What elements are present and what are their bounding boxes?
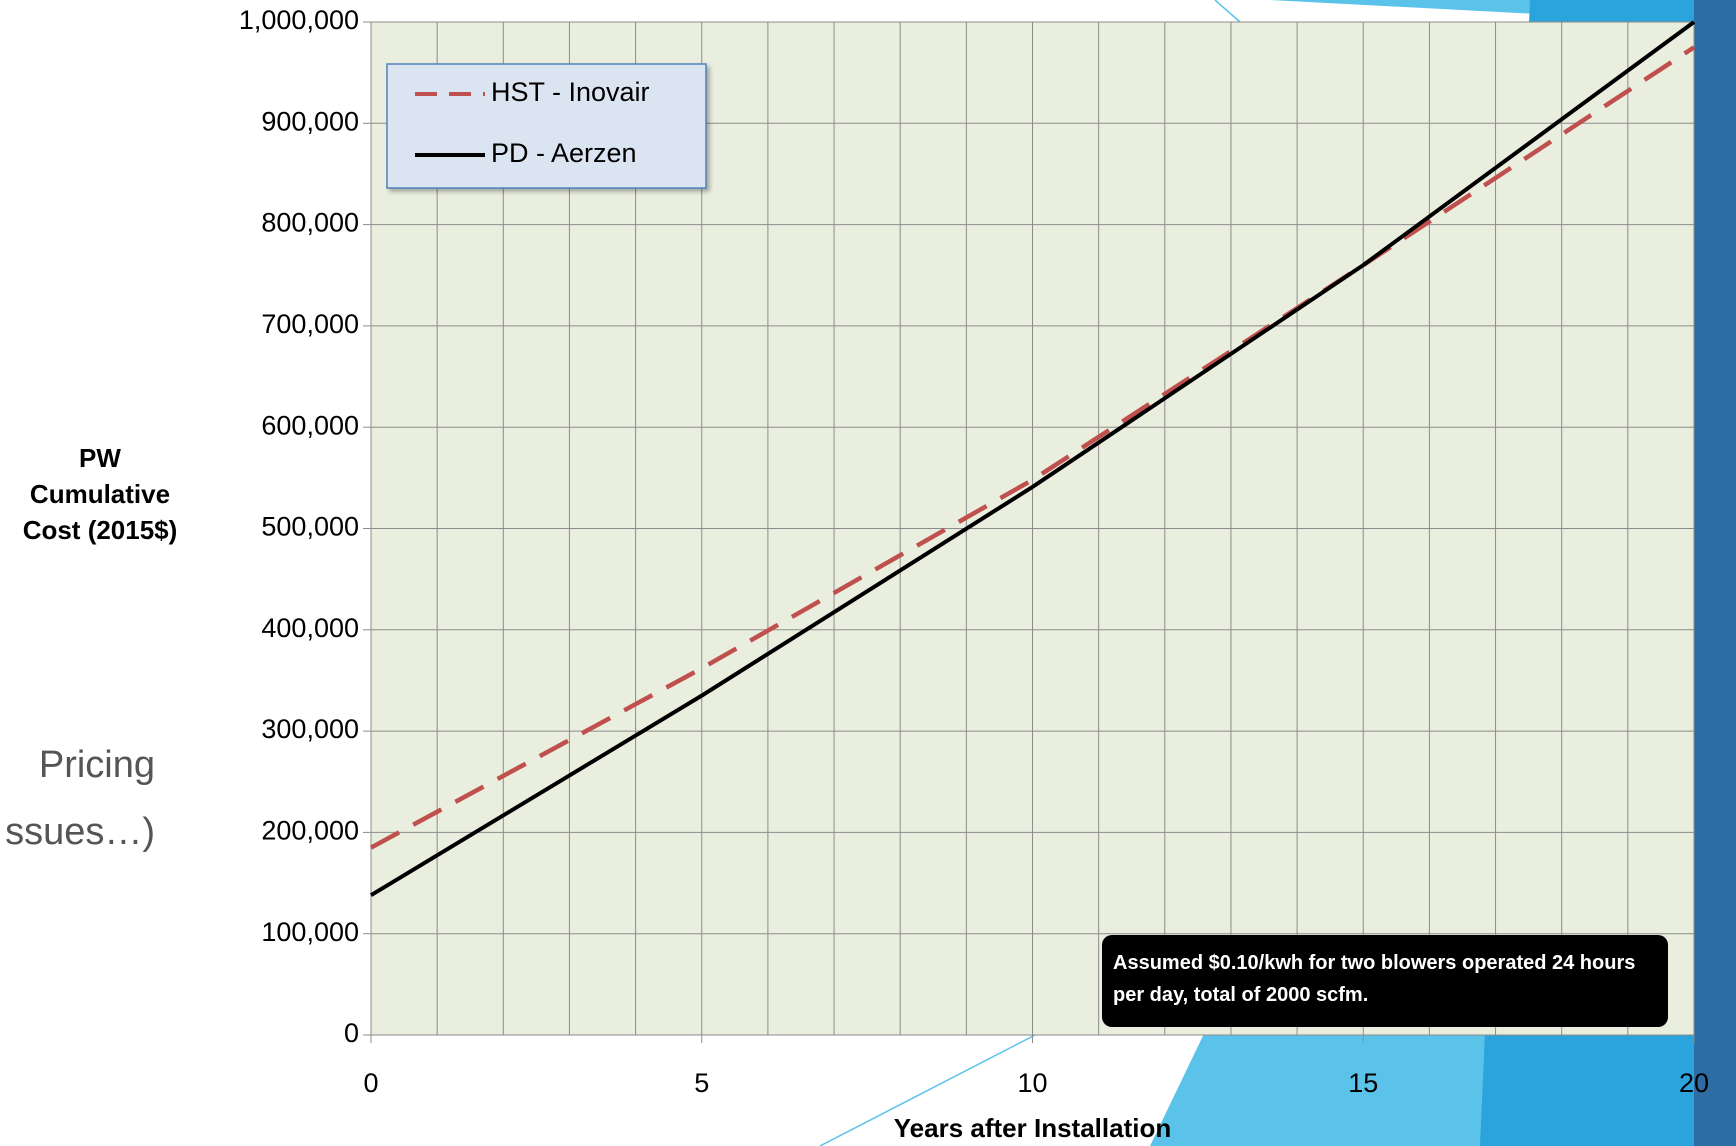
slide: Pricing ssues…) 0100,000200,000300,00040… — [0, 0, 1736, 1146]
y-axis-title: PW Cumulative Cost (2015$) — [20, 440, 180, 548]
x-tick-label: 20 — [1679, 1068, 1709, 1098]
y-tick-label: 900,000 — [261, 106, 359, 136]
annotation: Assumed $0.10/kwh for two blowers operat… — [1102, 935, 1668, 1027]
x-tick-label: 15 — [1348, 1068, 1378, 1098]
y-tick-label: 400,000 — [261, 613, 359, 643]
y-tick-label: 500,000 — [261, 512, 359, 542]
y-tick-label: 1,000,000 — [239, 5, 359, 35]
y-tick-label: 300,000 — [261, 714, 359, 744]
legend-label: HST - Inovair — [491, 77, 650, 107]
x-tick-label: 0 — [363, 1068, 378, 1098]
x-axis-title: Years after Installation — [894, 1113, 1171, 1143]
x-tick-label: 5 — [694, 1068, 709, 1098]
y-tick-label: 0 — [344, 1018, 359, 1048]
y-tick-label: 800,000 — [261, 208, 359, 238]
legend-label: PD - Aerzen — [491, 138, 637, 168]
x-tick-label: 10 — [1017, 1068, 1047, 1098]
y-tick-label: 600,000 — [261, 410, 359, 440]
y-tick-label: 200,000 — [261, 816, 359, 846]
y-tick-label: 100,000 — [261, 917, 359, 947]
y-tick-label: 700,000 — [261, 309, 359, 339]
